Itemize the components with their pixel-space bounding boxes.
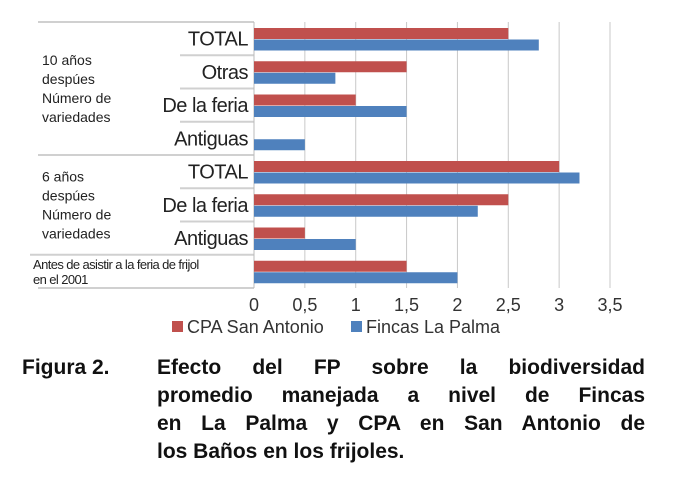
bar-fincas-la-palma bbox=[254, 172, 580, 184]
category-label: TOTAL bbox=[188, 29, 248, 51]
x-tick-label: 3,5 bbox=[597, 295, 622, 315]
bar-fincas-la-palma bbox=[254, 39, 539, 51]
legend-swatch bbox=[351, 321, 362, 332]
group-label: Número de bbox=[42, 206, 111, 222]
group-label: despúes bbox=[42, 71, 95, 87]
group-label: en el 2001 bbox=[33, 272, 88, 287]
caption-line: los Baños en los frijoles. bbox=[157, 440, 405, 463]
bar-chart: 0 0,5 1 1,5 2 2,5 3 3,5 10 años despúes Número de v… bbox=[30, 21, 623, 337]
bar-cpa-san-antonio bbox=[254, 161, 560, 172]
x-tick-label: 2 bbox=[452, 295, 462, 315]
caption-line: promedio manejada a nivel de Fincas bbox=[157, 384, 645, 407]
category-label: Antiguas bbox=[174, 128, 248, 150]
legend-label: Fincas La Palma bbox=[366, 317, 501, 337]
bar-cpa-san-antonio bbox=[254, 94, 356, 106]
group-label: despúes bbox=[42, 187, 95, 203]
x-tick-label: 2,5 bbox=[496, 295, 521, 315]
bar-fincas-la-palma bbox=[254, 239, 356, 250]
group-label: variedades bbox=[42, 109, 111, 125]
x-tick-label: 0,5 bbox=[292, 295, 317, 315]
group-label: variedades bbox=[42, 225, 111, 241]
bar-cpa-san-antonio bbox=[254, 61, 407, 73]
x-tick-label: 3 bbox=[554, 295, 564, 315]
bar-fincas-la-palma bbox=[254, 72, 336, 84]
category-label: De la feria bbox=[162, 95, 249, 117]
bar-cpa-san-antonio bbox=[254, 28, 509, 39]
x-tick-label: 1,5 bbox=[394, 295, 419, 315]
bar-fincas-la-palma bbox=[254, 272, 458, 284]
x-tick-label: 1 bbox=[351, 295, 361, 315]
caption-line: Efecto del FP sobre la biodiversidad bbox=[157, 356, 645, 379]
bar-cpa-san-antonio bbox=[254, 194, 509, 206]
bar-cpa-san-antonio bbox=[254, 260, 407, 272]
group-label: 10 años bbox=[42, 52, 92, 68]
x-tick-label: 0 bbox=[249, 295, 259, 315]
bar-cpa-san-antonio bbox=[254, 227, 305, 239]
caption-line: en La Palma y CPA en San Antonio de bbox=[157, 412, 645, 435]
category-label: Otras bbox=[202, 62, 249, 84]
group-label: Antes de asistir a la feria de frijol bbox=[33, 257, 199, 272]
legend-label: CPA San Antonio bbox=[187, 317, 324, 337]
bar-fincas-la-palma bbox=[254, 205, 478, 217]
category-label: Antiguas bbox=[174, 228, 248, 250]
category-label: TOTAL bbox=[188, 162, 248, 184]
group-label: 6 años bbox=[42, 168, 84, 184]
bar-fincas-la-palma bbox=[254, 106, 407, 117]
caption-label: Figura 2. bbox=[22, 356, 110, 379]
category-label: De la feria bbox=[162, 195, 249, 217]
group-label: Número de bbox=[42, 90, 111, 106]
legend-swatch bbox=[172, 321, 183, 332]
bar-fincas-la-palma bbox=[254, 139, 305, 151]
